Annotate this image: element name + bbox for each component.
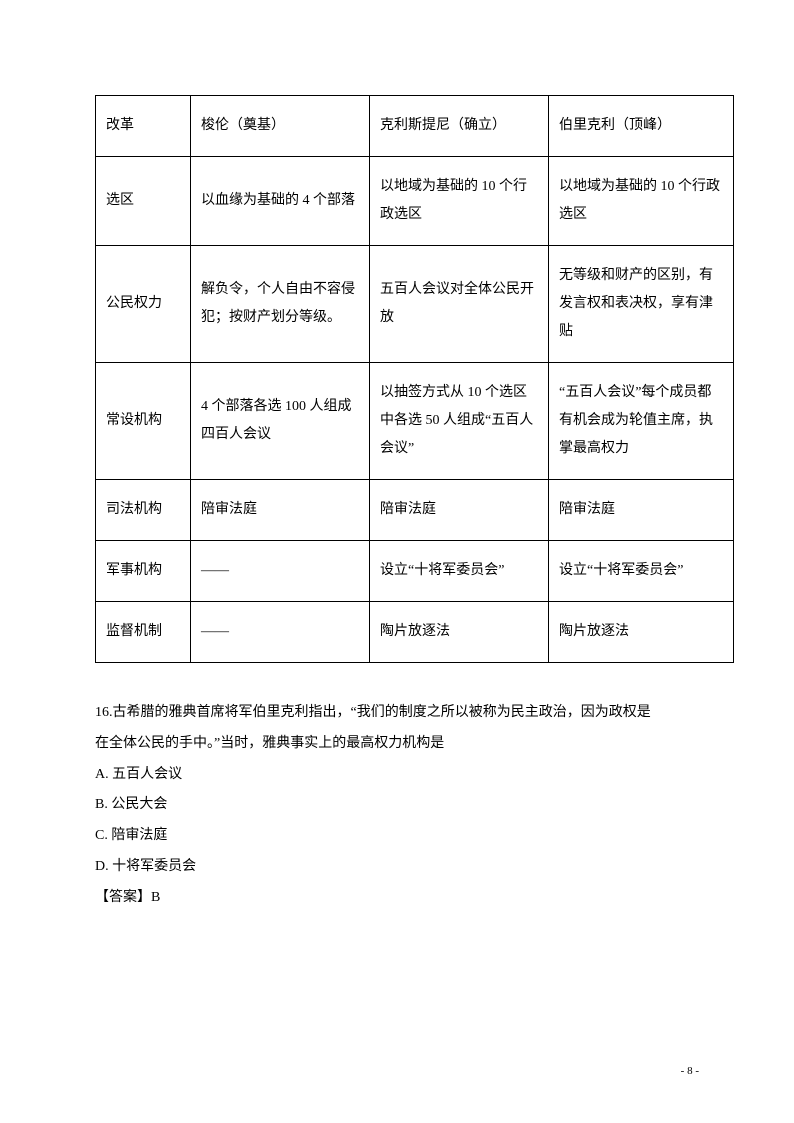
table-row: 司法机构 陪审法庭 陪审法庭 陪审法庭 [96,480,734,541]
cell-military-label: 军事机构 [96,541,191,602]
question-answer: 【答案】B [95,883,699,914]
cell-military-peri: 设立“十将军委员会” [549,541,734,602]
question-option-c: C. 陪审法庭 [95,821,699,852]
cell-supervise-cleis: 陶片放逐法 [370,602,549,663]
cell-citizen-label: 公民权力 [96,246,191,363]
cell-solon: 梭伦（奠基） [191,96,370,157]
table-row: 军事机构 —— 设立“十将军委员会” 设立“十将军委员会” [96,541,734,602]
table-row: 选区 以血缘为基础的 4 个部落 以地域为基础的 10 个行政选区 以地域为基础… [96,157,734,246]
page-number: - 8 - [681,1065,699,1077]
cell-judicial-label: 司法机构 [96,480,191,541]
cell-pericles: 伯里克利（顶峰） [549,96,734,157]
question-stem-line1: 16.古希腊的雅典首席将军伯里克利指出，“我们的制度之所以被称为民主政治，因为政… [95,698,699,729]
question-option-b: B. 公民大会 [95,790,699,821]
question-option-a: A. 五百人会议 [95,760,699,791]
cell-district-cleis: 以地域为基础的 10 个行政选区 [370,157,549,246]
cell-district-peri: 以地域为基础的 10 个行政选区 [549,157,734,246]
cell-district-solon: 以血缘为基础的 4 个部落 [191,157,370,246]
cell-military-cleis: 设立“十将军委员会” [370,541,549,602]
cell-supervise-peri: 陶片放逐法 [549,602,734,663]
cell-military-solon: —— [191,541,370,602]
cell-standing-solon: 4 个部落各选 100 人组成四百人会议 [191,363,370,480]
cell-reform-label: 改革 [96,96,191,157]
table-row: 监督机制 —— 陶片放逐法 陶片放逐法 [96,602,734,663]
question-option-d: D. 十将军委员会 [95,852,699,883]
cell-citizen-cleis: 五百人会议对全体公民开放 [370,246,549,363]
cell-supervise-solon: —— [191,602,370,663]
cell-standing-peri: “五百人会议”每个成员都有机会成为轮值主席，执掌最高权力 [549,363,734,480]
cell-citizen-peri: 无等级和财产的区别，有发言权和表决权，享有津贴 [549,246,734,363]
cell-judicial-cleis: 陪审法庭 [370,480,549,541]
cell-district-label: 选区 [96,157,191,246]
cell-judicial-peri: 陪审法庭 [549,480,734,541]
table-row: 公民权力 解负令，个人自由不容侵犯；按财产划分等级。 五百人会议对全体公民开放 … [96,246,734,363]
table-row: 常设机构 4 个部落各选 100 人组成四百人会议 以抽签方式从 10 个选区中… [96,363,734,480]
comparison-table: 改革 梭伦（奠基） 克利斯提尼（确立） 伯里克利（顶峰） 选区 以血缘为基础的 … [95,95,734,663]
question-stem-line2: 在全体公民的手中。”当时，雅典事实上的最高权力机构是 [95,729,699,760]
cell-citizen-solon: 解负令，个人自由不容侵犯；按财产划分等级。 [191,246,370,363]
table-row: 改革 梭伦（奠基） 克利斯提尼（确立） 伯里克利（顶峰） [96,96,734,157]
cell-supervise-label: 监督机制 [96,602,191,663]
cell-standing-label: 常设机构 [96,363,191,480]
question-16: 16.古希腊的雅典首席将军伯里克利指出，“我们的制度之所以被称为民主政治，因为政… [95,698,699,914]
cell-cleisthenes: 克利斯提尼（确立） [370,96,549,157]
cell-judicial-solon: 陪审法庭 [191,480,370,541]
cell-standing-cleis: 以抽签方式从 10 个选区中各选 50 人组成“五百人会议” [370,363,549,480]
